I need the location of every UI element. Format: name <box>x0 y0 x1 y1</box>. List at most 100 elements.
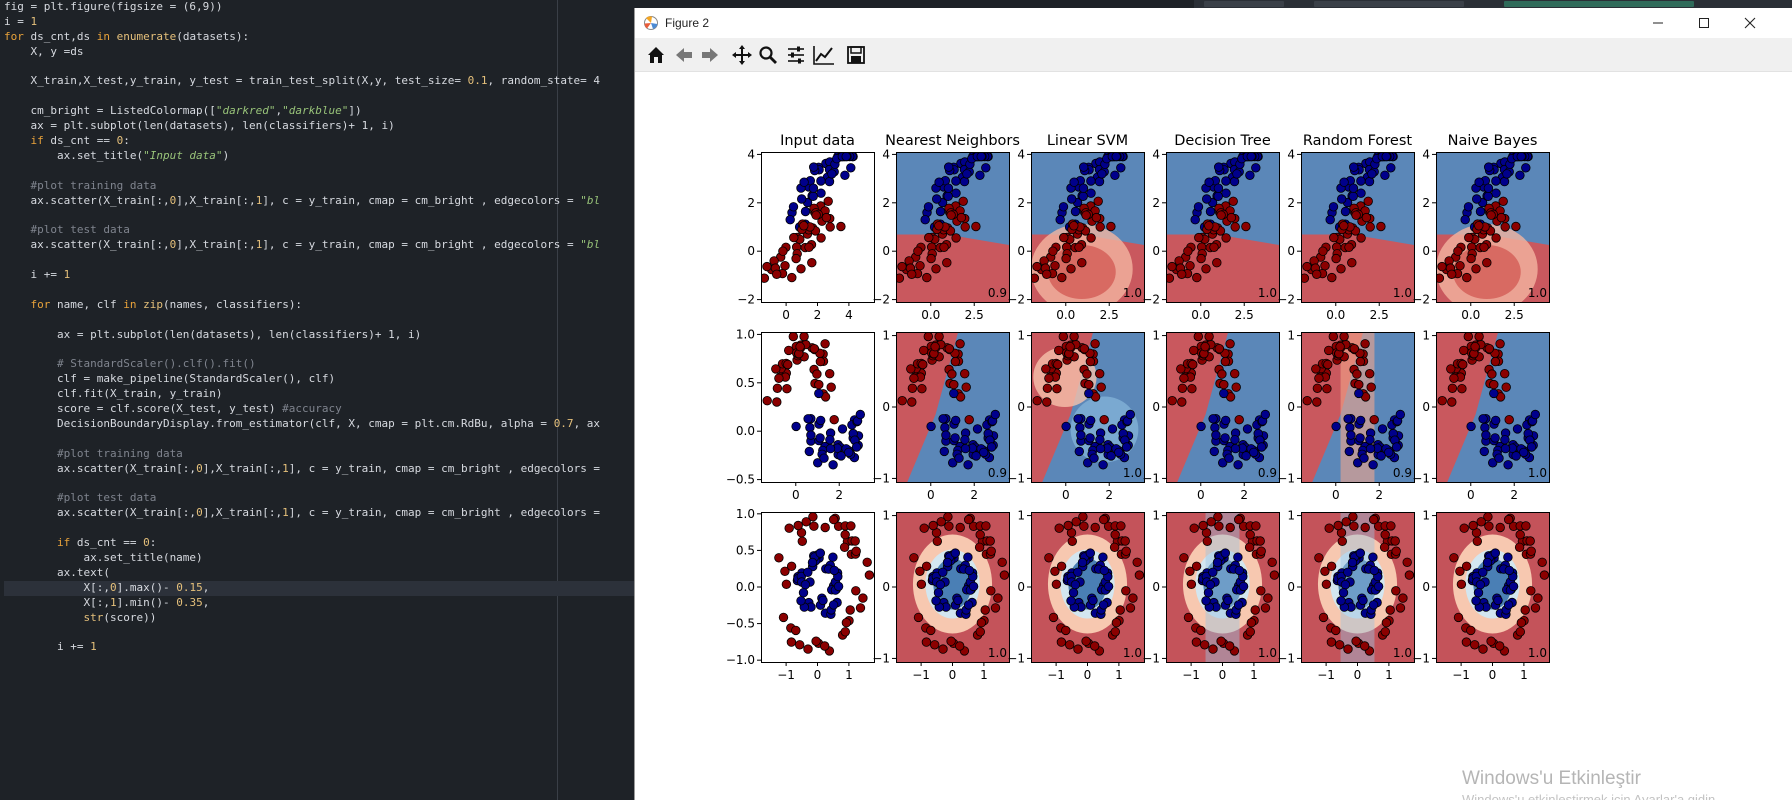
y-tick-label: 1 <box>1422 329 1430 343</box>
window-titlebar[interactable]: Figure 2 <box>635 8 1792 38</box>
matplotlib-app-icon <box>644 16 658 30</box>
class-blue-point <box>800 206 811 217</box>
class-blue-point <box>1347 557 1358 568</box>
y-tick-label: 0 <box>1287 400 1295 414</box>
class-blue-point <box>1111 152 1121 162</box>
class-blue-point <box>1355 548 1366 558</box>
edit-axis-button[interactable] <box>811 42 837 68</box>
class-red-point <box>1042 397 1052 407</box>
class-red-point <box>774 553 784 563</box>
class-blue-point <box>796 194 807 204</box>
y-tick-label: −1 <box>872 471 890 485</box>
class-red-point <box>1327 272 1337 283</box>
class-red-point <box>1198 520 1208 531</box>
class-blue-point <box>798 588 809 598</box>
y-tick-label: 2 <box>1152 196 1160 210</box>
class-red-point <box>791 625 801 636</box>
class-red-point <box>1447 397 1457 407</box>
class-blue-point <box>1067 194 1077 204</box>
forward-button[interactable] <box>697 42 723 68</box>
class-red-point <box>1459 345 1469 356</box>
code-line: str(score)) <box>83 610 157 624</box>
y-tick-label: 0.5 <box>736 376 755 390</box>
class-red-point <box>1106 221 1116 232</box>
class-red-point <box>964 514 974 525</box>
class-red-point <box>932 536 943 547</box>
class-red-point <box>1225 339 1235 349</box>
code-line <box>4 521 634 536</box>
class-red-point <box>821 212 832 223</box>
class-blue-point <box>1086 188 1096 198</box>
class-red-point <box>990 603 1001 613</box>
class-blue-point <box>815 433 825 443</box>
class-blue-point <box>938 567 948 578</box>
save-button[interactable] <box>843 42 869 68</box>
y-tick-label: 1 <box>882 329 890 343</box>
class-red-point <box>1500 222 1510 232</box>
class-red-point <box>1337 536 1348 547</box>
class-red-point <box>1090 522 1100 533</box>
pan-button[interactable] <box>729 42 755 68</box>
code-editor[interactable]: fig = plt.figure(figsize = (6,9)) i = 1 fo… <box>0 0 634 800</box>
class-blue-point <box>828 460 838 470</box>
class-red-point <box>1404 570 1414 580</box>
class-red-point <box>782 384 792 394</box>
class-red-point <box>946 210 956 220</box>
x-tick-label: 2 <box>1375 488 1383 502</box>
code-line: score = clf.score(X_test, y_test) #accur… <box>4 402 342 416</box>
class-red-point <box>1208 644 1218 654</box>
y-tick-label: 0 <box>1017 244 1025 258</box>
class-blue-point <box>1095 443 1106 454</box>
class-red-point <box>1463 332 1473 342</box>
class-blue-point <box>931 596 941 606</box>
class-red-point <box>1331 625 1341 636</box>
class-red-point <box>1447 383 1458 394</box>
class-red-point <box>1065 640 1075 650</box>
figure-canvas[interactable]: 0 2 4 4 2 0 −2 Input data 0.0 2.5 4 2 0 −2 0.9 Nearest … <box>635 72 1792 800</box>
classifier-panel: 0 2 1 0 −1 0.9 <box>872 329 1010 502</box>
class-blue-point <box>800 580 811 590</box>
class-red-point <box>797 536 808 547</box>
maximize-icon <box>1699 18 1709 28</box>
class-blue-point <box>1503 600 1514 610</box>
class-red-point <box>1245 627 1256 637</box>
code-lines: fig = plt.figure(figsize = (6,9)) i = 1 fo… <box>0 0 634 655</box>
class-red-point <box>1453 246 1463 256</box>
close-button[interactable] <box>1727 8 1773 38</box>
maximize-button[interactable] <box>1681 8 1727 38</box>
back-button[interactable] <box>671 42 697 68</box>
class-red-point <box>1244 542 1255 553</box>
class-red-point <box>762 396 772 406</box>
class-red-point <box>1466 253 1476 264</box>
class-blue-point <box>1249 447 1259 458</box>
class-red-point <box>820 522 830 533</box>
zoom-button[interactable] <box>755 42 781 68</box>
configure-subplots-button[interactable] <box>783 42 809 68</box>
class-blue-point <box>1340 580 1351 590</box>
home-button[interactable] <box>643 42 669 68</box>
class-red-point <box>981 521 991 531</box>
class-red-point <box>1079 344 1090 354</box>
class-blue-point <box>815 415 826 426</box>
class-red-point <box>1067 536 1078 547</box>
class-blue-point <box>855 409 866 420</box>
x-tick-label: 0 <box>1467 488 1475 502</box>
class-red-point <box>1191 561 1202 572</box>
class-red-point <box>1466 625 1476 636</box>
class-blue-point <box>1073 414 1083 424</box>
class-red-point <box>1351 210 1361 220</box>
code-line <box>4 253 634 268</box>
class-red-point <box>1121 586 1131 596</box>
class-red-point <box>1447 269 1457 280</box>
class-red-point <box>1379 542 1390 553</box>
minimize-button[interactable] <box>1635 8 1681 38</box>
class-red-point <box>1096 382 1106 392</box>
class-blue-point <box>1241 451 1251 461</box>
class-red-point <box>1365 369 1375 379</box>
class-blue-point <box>1260 409 1271 420</box>
y-tick-label: 0 <box>1152 580 1160 594</box>
class-red-point <box>799 332 809 342</box>
subplot-title: Nearest Neighbors <box>885 133 1020 149</box>
class-red-point <box>845 605 855 615</box>
class-red-point <box>1314 373 1324 384</box>
